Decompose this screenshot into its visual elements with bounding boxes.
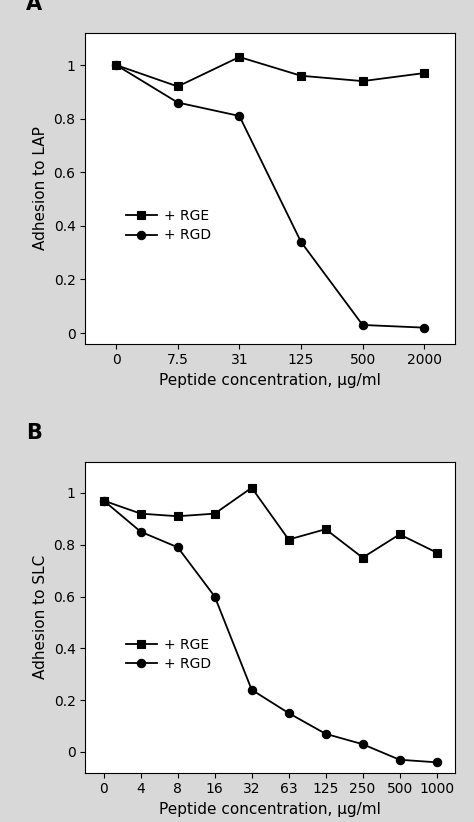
+ RGE: [175, 511, 181, 521]
+ RGE: [360, 552, 365, 562]
Line: + RGD: + RGD: [100, 496, 441, 766]
Legend: + RGE, + RGD: + RGE, + RGD: [122, 205, 215, 247]
+ RGE: [113, 60, 119, 70]
Y-axis label: Adhesion to LAP: Adhesion to LAP: [33, 127, 48, 250]
X-axis label: Peptide concentration, μg/ml: Peptide concentration, μg/ml: [159, 373, 381, 388]
+ RGD: [175, 543, 181, 552]
Legend: + RGE, + RGD: + RGE, + RGD: [122, 634, 215, 676]
+ RGD: [113, 60, 119, 70]
+ RGD: [237, 111, 242, 121]
Text: B: B: [26, 423, 42, 443]
+ RGE: [286, 534, 292, 544]
+ RGE: [434, 547, 439, 557]
+ RGD: [397, 755, 402, 764]
+ RGD: [323, 729, 328, 739]
+ RGE: [101, 496, 107, 506]
+ RGE: [175, 81, 181, 91]
+ RGE: [298, 71, 304, 81]
+ RGD: [212, 592, 218, 602]
+ RGD: [434, 757, 439, 767]
+ RGE: [237, 52, 242, 62]
+ RGD: [360, 320, 365, 330]
+ RGE: [360, 76, 365, 86]
Text: A: A: [26, 0, 42, 14]
+ RGD: [175, 98, 181, 108]
Line: + RGD: + RGD: [112, 61, 428, 332]
Line: + RGE: + RGE: [100, 483, 441, 562]
+ RGD: [421, 323, 427, 333]
+ RGD: [138, 527, 144, 537]
Y-axis label: Adhesion to SLC: Adhesion to SLC: [33, 555, 48, 680]
+ RGD: [101, 496, 107, 506]
+ RGE: [323, 524, 328, 534]
+ RGD: [360, 739, 365, 749]
+ RGE: [421, 68, 427, 78]
+ RGD: [298, 237, 304, 247]
Line: + RGE: + RGE: [112, 53, 428, 90]
X-axis label: Peptide concentration, μg/ml: Peptide concentration, μg/ml: [159, 802, 381, 817]
+ RGE: [249, 483, 255, 492]
+ RGD: [249, 685, 255, 695]
+ RGE: [397, 529, 402, 539]
+ RGE: [212, 509, 218, 519]
+ RGE: [138, 509, 144, 519]
+ RGD: [286, 709, 292, 718]
